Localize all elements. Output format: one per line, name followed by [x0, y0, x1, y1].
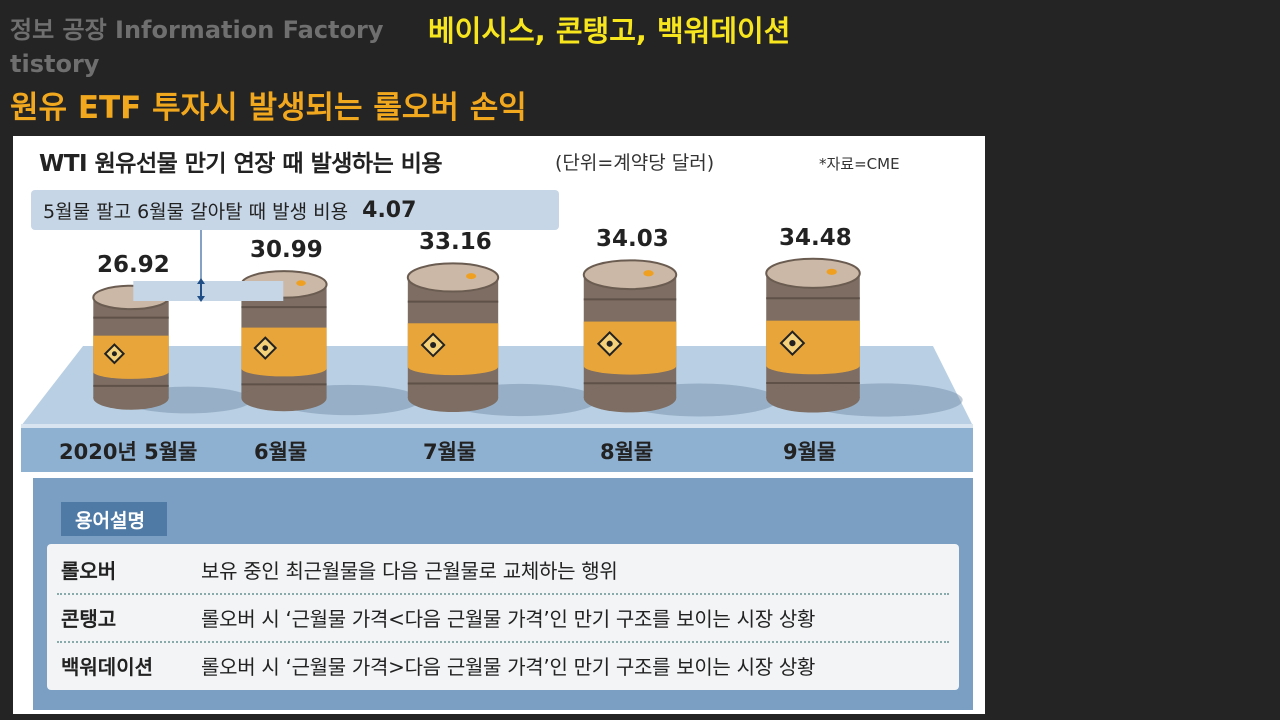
barrel-cap [466, 273, 477, 280]
hazard-drop-icon [430, 341, 437, 348]
category-label: 8월물 [600, 440, 654, 464]
chart-title: WTI 원유선물 만기 연장 때 발생하는 비용 [39, 151, 443, 177]
header-brand: 정보 공장 Information Factory [10, 16, 384, 44]
hazard-drop-icon [262, 345, 269, 351]
value-label: 26.92 [97, 251, 170, 278]
glossary-row-contango: 콘탱고 롤오버 시 ‘근월물 가격<다음 근월물 가격’인 만기 구조를 보이는… [57, 596, 949, 639]
rollover-cost-callout: 5월물 팔고 6월물 갈아탈 때 발생 비용 4.07 [31, 190, 559, 230]
barrel-band-curve [407, 358, 499, 376]
glossary-definition: 롤오버 시 ‘근월물 가격>다음 근월물 가격’인 만기 구조를 보이는 시장 … [201, 655, 816, 679]
barrel-base [583, 383, 677, 413]
value-label: 30.99 [250, 237, 323, 264]
barrel-lid [406, 262, 500, 293]
barrel-cap [296, 280, 306, 286]
barrel-base [241, 384, 327, 412]
hazard-drop-icon [789, 339, 796, 347]
barrel-base [407, 383, 499, 413]
barrel-lid [582, 259, 678, 291]
chart-unit: (단위=계약당 달러) [555, 152, 715, 174]
barrel-band-curve [93, 364, 169, 379]
glossary-row-backwardation: 백워데이션 롤오버 시 ‘근월물 가격>다음 근월물 가격’인 만기 구조를 보… [57, 644, 949, 687]
barrel-base [766, 383, 860, 413]
barrel-band-curve [766, 356, 860, 375]
header-brand-tistory: tistory [10, 50, 100, 78]
hazard-drop-icon [606, 340, 613, 347]
barrel-lid [765, 257, 861, 289]
glossary-term: 백워데이션 [61, 655, 153, 679]
glossary-table: 롤오버 보유 중인 최근월물을 다음 근월물로 교체하는 행위 콘탱고 롤오버 … [47, 544, 959, 690]
barrel-cap [826, 268, 837, 275]
divider [57, 593, 949, 595]
platform-edge [21, 424, 973, 428]
value-label: 33.16 [419, 229, 492, 256]
header-topic: 베이시스, 콘탱고, 백워데이션 [428, 14, 791, 48]
hazard-drop-icon [111, 351, 117, 357]
value-label: 34.03 [596, 226, 669, 253]
value-label: 34.48 [779, 224, 852, 251]
divider [57, 641, 949, 643]
platform-front [21, 426, 973, 472]
arrow-down-icon [197, 296, 205, 302]
chart-panel: WTI 원유선물 만기 연장 때 발생하는 비용 (단위=계약당 달러) *자료… [13, 136, 985, 714]
barrel-band-curve [583, 357, 677, 375]
glossary-term: 콘탱고 [61, 607, 117, 631]
category-label: 9월물 [783, 440, 837, 464]
barrel-band-curve [241, 360, 327, 377]
category-label: 6월물 [254, 440, 308, 464]
category-label: 2020년 5월물 [59, 440, 198, 464]
cost-gap-band [133, 281, 284, 301]
glossary-heading: 용어설명 [61, 502, 167, 536]
chart-source: *자료=CME [819, 155, 900, 173]
barrel-cap [643, 270, 654, 277]
arrow-up-icon [197, 278, 205, 284]
page-title: 원유 ETF 투자시 발생되는 롤오버 손익 [10, 90, 527, 126]
callout-text: 5월물 팔고 6월물 갈아탈 때 발생 비용 [43, 200, 349, 223]
glossary-definition: 보유 중인 최근월물을 다음 근월물로 교체하는 행위 [201, 559, 618, 583]
glossary-definition: 롤오버 시 ‘근월물 가격<다음 근월물 가격’인 만기 구조를 보이는 시장 … [201, 607, 816, 631]
barrel-chart [21, 230, 973, 472]
glossary-term: 롤오버 [61, 559, 117, 583]
glossary-row-rollover: 롤오버 보유 중인 최근월물을 다음 근월물로 교체하는 행위 [57, 548, 949, 591]
category-label: 7월물 [423, 440, 477, 464]
callout-value: 4.07 [362, 197, 417, 223]
barrel-base [93, 386, 169, 410]
glossary-box: 용어설명 롤오버 보유 중인 최근월물을 다음 근월물로 교체하는 행위 콘탱고… [33, 478, 973, 710]
